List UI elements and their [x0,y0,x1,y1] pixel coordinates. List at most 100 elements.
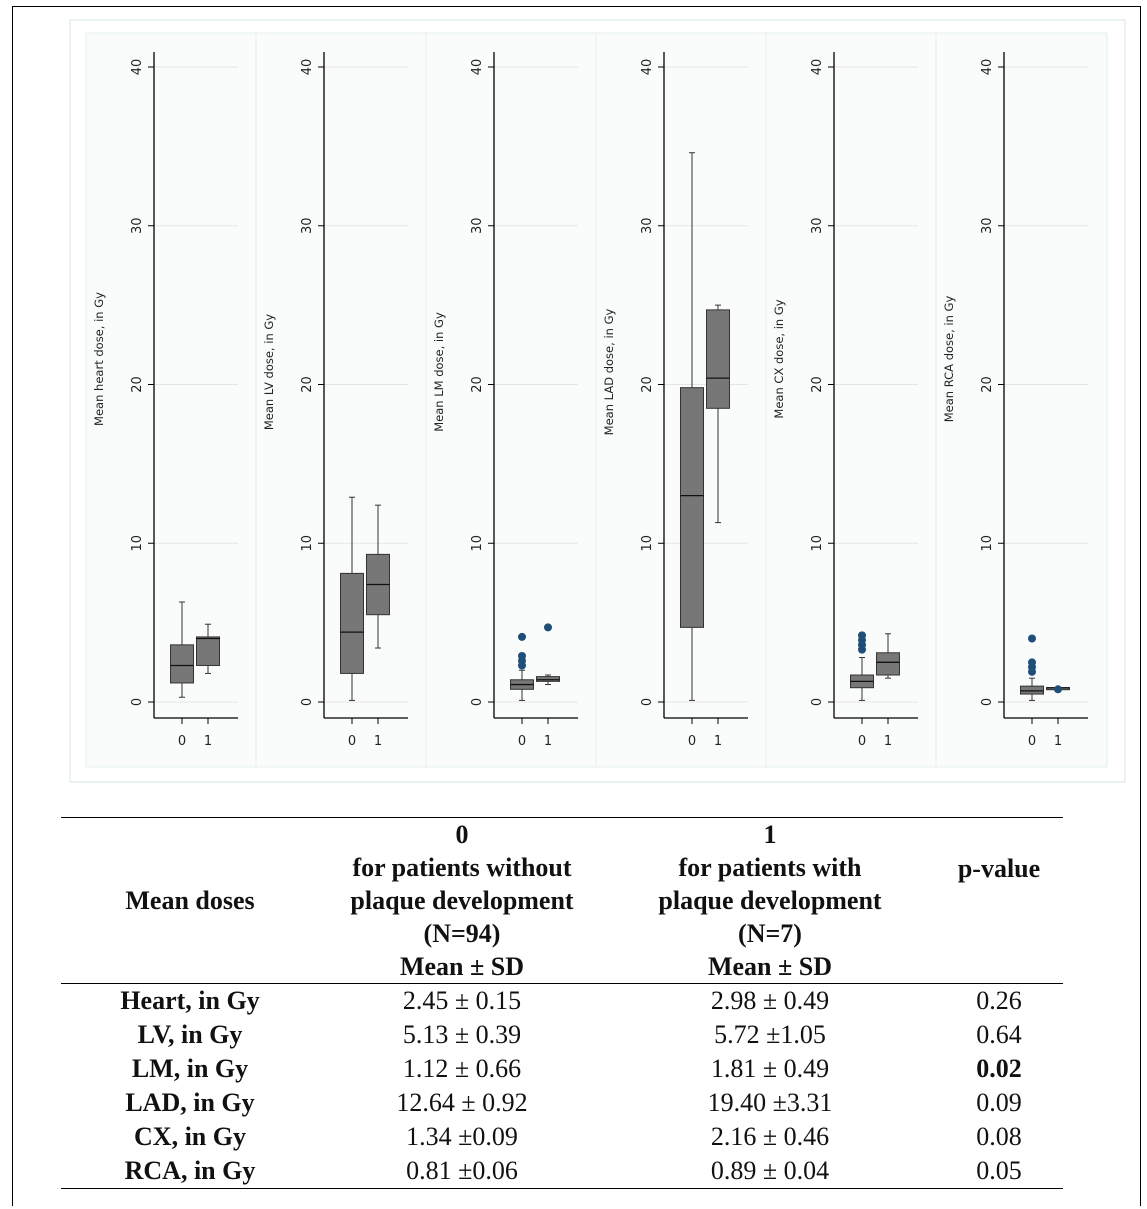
header-group-0-line: for patients without [352,853,572,882]
y-tick-label: 30 [300,217,315,234]
y-tick-label: 10 [470,535,485,552]
y-tick-label: 10 [640,535,655,552]
y-tick-label: 0 [810,698,825,706]
group-1-value: 19.40 ±3.31 [707,1088,833,1117]
group-0-value: 5.13 ± 0.39 [402,1020,522,1049]
group-1-value: 5.72 ±1.05 [714,1020,826,1049]
y-tick-label: 40 [130,59,145,76]
header-group-0: 0 for patients without plaque developmen… [319,818,605,984]
outlier-point [518,651,526,660]
p-value: 0.09 [976,1088,1022,1117]
group-1-value: 1.81 ± 0.49 [710,1054,830,1083]
y-tick-label: 20 [130,376,145,393]
y-axis-title: Mean LM dose, in Gy [432,312,446,432]
box-iqr [340,572,364,674]
p-value-significant: 0.02 [976,1054,1022,1083]
outlier-point [544,623,552,632]
table-row: CX, in Gy 1.34 ±0.09 2.16 ± 0.46 0.08 [61,1120,1063,1154]
header-group-1-line: 1 [763,820,777,849]
header-group-1: 1 for patients with plaque development (… [605,818,935,984]
x-tick-label: 0 [858,734,866,749]
y-tick-label: 10 [810,535,825,552]
header-group-1-line: plaque development [658,886,882,915]
box-iqr [170,644,194,684]
y-tick-label: 30 [470,217,485,234]
p-value: 0.26 [976,986,1022,1015]
row-label: Heart, in Gy [120,986,260,1015]
y-tick-label: 30 [980,217,995,234]
outlier-point [1028,634,1036,643]
x-tick-label: 1 [374,734,382,749]
figure-frame [12,6,1141,1206]
x-tick-label: 0 [518,734,526,749]
x-tick-label: 1 [544,734,552,749]
group-1-value: 0.89 ± 0.04 [710,1156,830,1185]
header-mean-doses: Mean doses [125,886,255,915]
row-label: CX, in Gy [134,1122,246,1151]
header-group-1-line: Mean ± SD [707,952,833,981]
y-tick-label: 40 [980,59,995,76]
y-axis-title: Mean RCA dose, in Gy [942,296,956,423]
x-tick-label: 1 [204,734,212,749]
box-iqr [680,387,704,628]
y-axis-title: Mean heart dose, in Gy [92,292,106,426]
y-tick-label: 40 [640,59,655,76]
table-row: LAD, in Gy 12.64 ± 0.92 19.40 ±3.31 0.09 [61,1086,1063,1120]
group-0-value: 12.64 ± 0.92 [396,1088,528,1117]
box-iqr [196,636,220,666]
y-tick-label: 0 [470,698,485,706]
y-tick-label: 30 [640,217,655,234]
group-0-value: 1.12 ± 0.66 [402,1054,522,1083]
y-tick-label: 20 [640,376,655,393]
y-tick-label: 20 [810,376,825,393]
header-group-0-line: Mean ± SD [399,952,525,981]
y-tick-label: 10 [130,535,145,552]
y-tick-label: 0 [130,698,145,706]
y-tick-label: 10 [300,535,315,552]
outlier-point [518,632,526,641]
p-value: 0.05 [976,1156,1022,1185]
box-iqr [706,309,730,409]
y-tick-label: 0 [300,698,315,706]
outlier-point [1054,685,1062,694]
header-group-0-line: 0 [455,820,469,849]
y-tick-label: 0 [980,698,995,706]
table-header-row: Mean doses 0 for patients without plaque… [61,817,1063,984]
y-tick-label: 20 [470,376,485,393]
y-tick-label: 40 [810,59,825,76]
y-tick-label: 40 [300,59,315,76]
y-axis-title: Mean LAD dose, in Gy [602,309,616,436]
row-label: RCA, in Gy [124,1156,256,1185]
x-tick-label: 0 [688,734,696,749]
group-0-value: 0.81 ±0.06 [406,1156,518,1185]
group-1-value: 2.16 ± 0.46 [710,1122,830,1151]
outlier-point [1028,658,1036,667]
table-row: RCA, in Gy 0.81 ±0.06 0.89 ± 0.04 0.05 [61,1154,1063,1189]
y-tick-label: 30 [810,217,825,234]
y-tick-label: 40 [470,59,485,76]
x-tick-label: 1 [884,734,892,749]
y-tick-label: 10 [980,535,995,552]
table-row: LV, in Gy 5.13 ± 0.39 5.72 ±1.05 0.64 [61,1018,1063,1052]
table-row: Heart, in Gy 2.45 ± 0.15 2.98 ± 0.49 0.2… [61,984,1063,1019]
x-tick-label: 0 [1028,734,1036,749]
table-row: LM, in Gy 1.12 ± 0.66 1.81 ± 0.49 0.02 [61,1052,1063,1086]
y-tick-label: 20 [300,376,315,393]
header-group-0-line: plaque development [350,886,574,915]
y-axis-title: Mean CX dose, in Gy [772,299,786,418]
row-label: LM, in Gy [131,1054,249,1083]
box-iqr [1020,685,1044,695]
x-tick-label: 0 [178,734,186,749]
x-tick-label: 1 [714,734,722,749]
p-value: 0.64 [976,1020,1022,1049]
box-iqr [536,676,560,682]
y-tick-label: 20 [980,376,995,393]
row-label: LAD, in Gy [125,1088,255,1117]
x-tick-label: 0 [348,734,356,749]
y-tick-label: 30 [130,217,145,234]
header-group-1-line: for patients with [678,853,862,882]
row-label: LV, in Gy [137,1020,243,1049]
p-value: 0.08 [976,1122,1022,1151]
group-0-value: 1.34 ±0.09 [406,1122,518,1151]
